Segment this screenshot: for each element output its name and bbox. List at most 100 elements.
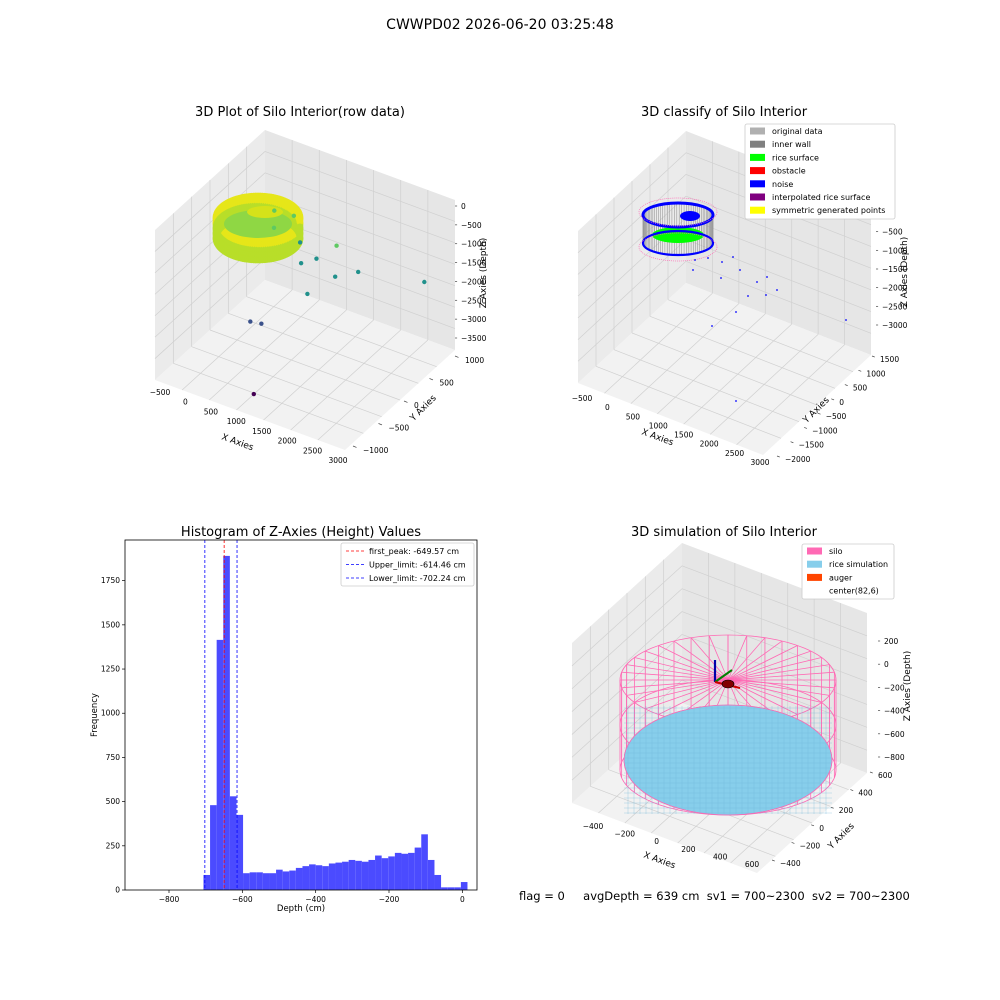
gridline: [649, 316, 836, 389]
data-point: [291, 213, 297, 218]
legend-label: Lower_limit: -702.24 cm: [369, 574, 466, 583]
noise-point: [776, 289, 778, 291]
data-point-surface: [224, 210, 292, 238]
histogram-bar: [210, 805, 217, 890]
legend-swatch: [750, 167, 765, 175]
chart_data.1.yticks-tick-label: −2000: [785, 455, 811, 464]
pane-back: [265, 130, 455, 350]
chart_data.1.zticks-tick-label: −3000: [882, 321, 908, 330]
legend-swatch: [807, 547, 822, 555]
legend-swatch: [750, 153, 765, 161]
chart_data.1.zticks-tick-label: −2000: [882, 284, 908, 293]
chart_data.3.zticks-tick-label: 200: [884, 637, 899, 646]
chart_data.1.zticks-tick-label: −500: [882, 228, 903, 237]
chart_data.1.xticks-tick-label: 2000: [700, 440, 719, 449]
chart-title: 3D Plot of Silo Interior(row data): [195, 105, 405, 120]
histogram-bar: [427, 859, 435, 890]
histogram-bar: [375, 855, 382, 890]
tick-mark: [830, 806, 834, 809]
silo-roof-line: [727, 650, 811, 681]
noise-point: [735, 311, 737, 313]
data-point-wall: [296, 223, 304, 231]
noise-point: [739, 269, 741, 271]
chart_data.1.yticks-tick-label: −1000: [812, 426, 838, 435]
gridline: [685, 260, 872, 334]
legend-swatch: [807, 560, 822, 568]
histogram-bar: [441, 887, 448, 890]
gridline: [154, 172, 266, 274]
legend-swatch: [750, 206, 765, 214]
data-point: [422, 279, 427, 285]
silo-roof-line: [727, 635, 748, 681]
legend-label: obstacle: [772, 167, 806, 176]
chart_data.1.xticks-tick-label: −500: [572, 394, 593, 403]
gridline: [577, 152, 687, 253]
tick-mark: [869, 771, 873, 774]
gridline: [264, 172, 456, 244]
histogram-bar: [368, 859, 376, 890]
chart_data.3.yticks-tick-label: 0: [819, 824, 824, 833]
tick-mark: [771, 859, 775, 862]
gridline: [154, 151, 266, 252]
chart_data.1.yticks-tick-label: 0: [839, 398, 844, 407]
tick-mark: [352, 445, 357, 448]
legend-label: symmetric generated points: [772, 206, 885, 215]
gridline: [577, 195, 687, 297]
histogram-bar: [262, 873, 270, 890]
histogram-bar: [381, 858, 389, 890]
silo-roof-line: [634, 657, 729, 681]
legend-label: Upper_limit: -614.46 cm: [369, 561, 466, 570]
data-point: [332, 274, 338, 279]
chart_data.0.xticks-tick-label: 0: [183, 398, 188, 407]
legend-swatch: [750, 180, 765, 188]
y-tick-label: 500: [106, 797, 121, 806]
chart_data.0.zticks-tick-label: −500: [461, 221, 482, 230]
silo-roof-line: [621, 679, 729, 689]
silo-roof-line: [645, 679, 729, 710]
tick-mark: [804, 427, 808, 429]
silo-roof-line: [708, 635, 729, 681]
histogram-bar: [434, 874, 442, 890]
tick-mark: [831, 398, 835, 401]
y-tick-label: 1000: [101, 709, 120, 718]
gridline: [681, 565, 868, 637]
chart_data.0.yticks-tick-label: −500: [389, 424, 410, 433]
chart_data.1.xticks-tick-label: 2500: [725, 449, 744, 458]
histogram-bar: [342, 861, 349, 890]
chart_data.1.yticks-tick-label: 1000: [866, 369, 885, 378]
chart_data.0.zticks-tick-label: −3000: [461, 315, 487, 324]
silo-roof-line: [673, 640, 729, 681]
legend-label: first_peak: -649.57 cm: [369, 547, 459, 556]
histogram-bar: [401, 853, 409, 890]
data-point: [355, 269, 361, 275]
noise-point: [711, 325, 713, 327]
chart_data.1.zticks-tick-label: −1000: [882, 246, 908, 255]
symmetric-point: [638, 232, 718, 262]
noise-point: [732, 256, 734, 258]
chart_data.0.zticks-tick-label: 0: [461, 202, 466, 211]
chart_data.0.zticks-tick-label: −2000: [461, 277, 487, 286]
gridline: [685, 217, 872, 291]
y-axis-label: Frequency: [90, 693, 100, 737]
silo-bottom-outline: [623, 704, 833, 816]
y-tick-label: 1500: [101, 620, 120, 629]
chart_data.3.xticks-tick-label: 600: [745, 860, 760, 869]
chart_data.3.xticks-tick-label: 200: [681, 845, 696, 854]
histogram-bar: [295, 867, 303, 890]
histogram-bar: [216, 639, 224, 890]
x-tick-label: −800: [159, 895, 180, 904]
chart_data.1.yticks-tick-label: −500: [826, 412, 847, 421]
histogram-bar: [236, 814, 244, 890]
chart-title: 3D classify of Silo Interior: [641, 105, 808, 120]
data-point: [305, 291, 310, 297]
data-point: [248, 319, 253, 324]
data-point: [334, 243, 339, 248]
chart_data.0.yticks-tick-label: 500: [440, 379, 455, 388]
y-tick-label: 1250: [101, 665, 120, 674]
gridline: [191, 346, 382, 417]
x-axis-label: Depth (cm): [277, 904, 325, 914]
rice-surface: [623, 704, 833, 816]
gridline: [209, 329, 401, 401]
rice-simulation-surface: [623, 704, 833, 816]
chart_data.1.xticks-tick-label: 0: [605, 403, 610, 412]
